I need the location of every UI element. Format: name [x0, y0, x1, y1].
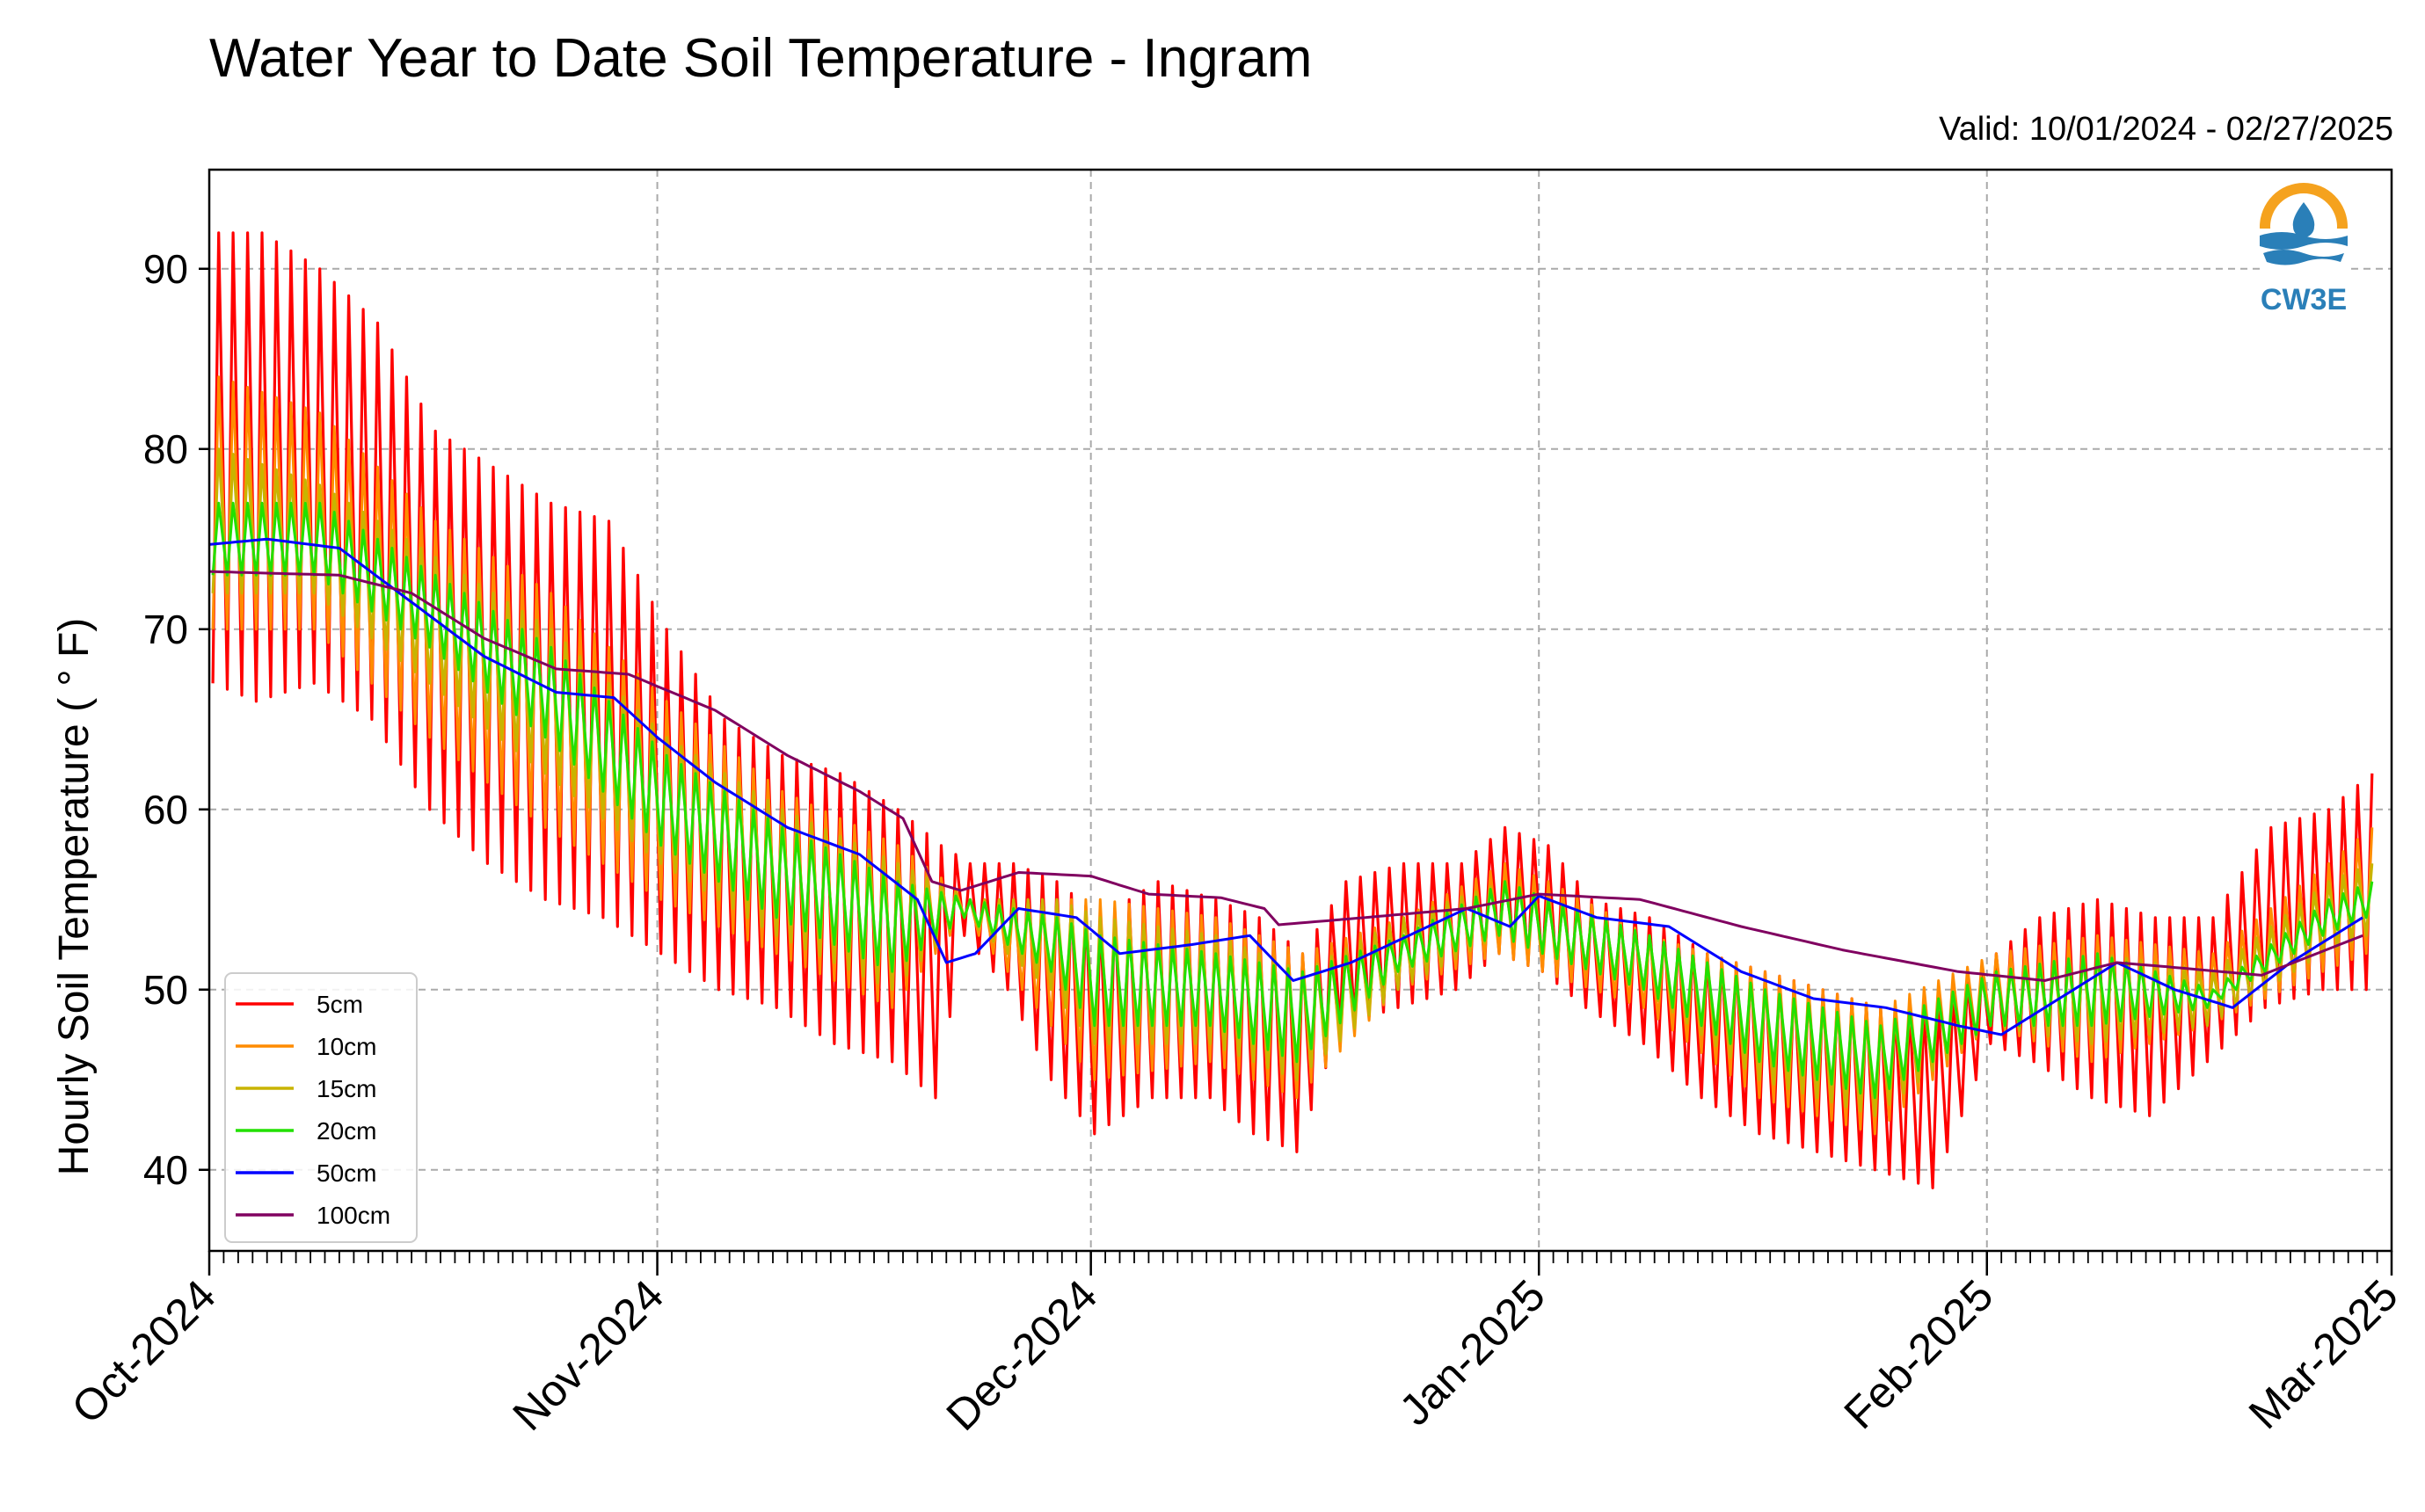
legend-label-100cm: 100cm	[317, 1202, 390, 1229]
x-tick-label: Oct-2024	[62, 1270, 225, 1433]
chart-subtitle: Valid: 10/01/2024 - 02/27/2025	[1939, 111, 2393, 148]
logo-text: CW3E	[2261, 283, 2347, 316]
y-tick-label: 50	[143, 967, 188, 1013]
cw3e-droplet-logo-icon: CW3E	[2260, 183, 2348, 316]
x-tick-label: Nov-2024	[503, 1270, 673, 1440]
x-tick-label: Feb-2025	[1835, 1270, 2003, 1438]
legend-label-5cm: 5cm	[317, 991, 363, 1018]
y-axis: 40 50 60 70 80 90	[143, 246, 209, 1193]
y-axis-label: Hourly Soil Temperature ( ° F)	[51, 618, 98, 1176]
y-tick-label: 70	[143, 607, 188, 652]
legend-label-15cm: 15cm	[317, 1075, 376, 1102]
y-tick-label: 90	[143, 246, 188, 292]
x-minor-ticks	[208, 1251, 2392, 1263]
legend-label-10cm: 10cm	[317, 1033, 376, 1060]
y-tick-label: 80	[143, 426, 188, 472]
x-axis: Oct-2024 Nov-2024 Dec-2024 Jan-2025 Feb-2025…	[62, 1251, 2407, 1440]
x-tick-label: Jan-2025	[1390, 1270, 1555, 1435]
y-tick-label: 60	[143, 787, 188, 832]
plot-area	[209, 231, 2374, 1189]
series-layer	[209, 231, 2374, 1189]
legend-label-20cm: 20cm	[317, 1117, 376, 1145]
series-line-50cm	[209, 537, 2363, 1036]
legend: 5cm 10cm 15cm 20cm 50cm 100cm	[224, 972, 418, 1243]
plot-frame	[208, 168, 2393, 1253]
x-tick-label: Mar-2025	[2239, 1270, 2407, 1438]
chart-title: Water Year to Date Soil Temperature - In…	[209, 28, 1312, 89]
x-tick-label: Dec-2024	[937, 1270, 1107, 1440]
legend-label-50cm: 50cm	[317, 1159, 376, 1187]
series-line-100cm	[209, 570, 2363, 982]
y-tick-label: 40	[143, 1147, 188, 1193]
grid-lines	[208, 170, 2392, 1251]
